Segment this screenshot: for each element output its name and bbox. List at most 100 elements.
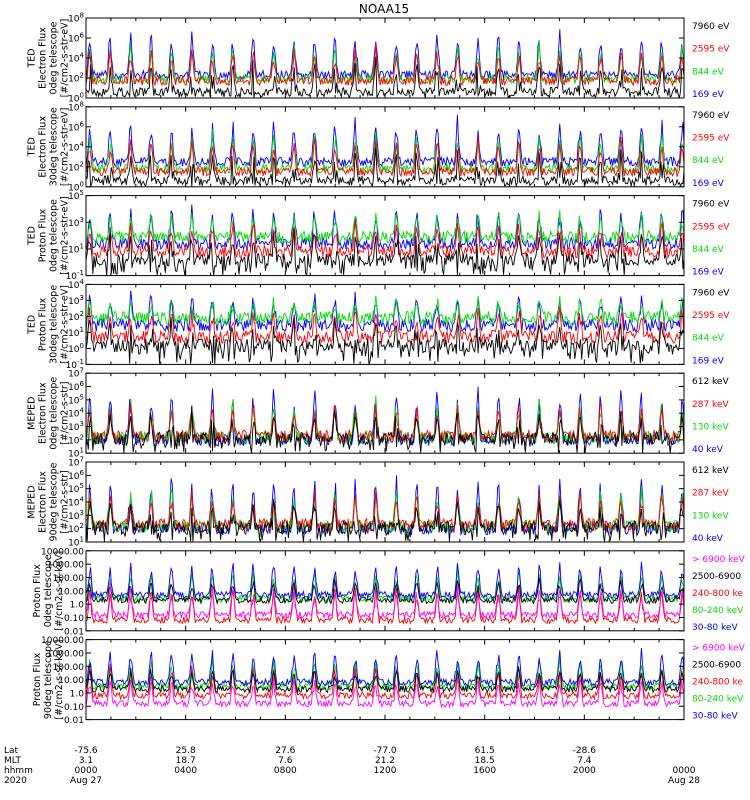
panel-8-ytick-label: 10.00 [58, 676, 84, 686]
plot-title: NOAA15 [359, 2, 409, 16]
panel-1-series-green [86, 40, 684, 85]
panel-2-ylabel-line: Electron Flux [38, 116, 49, 178]
panel-3-ylabel-line: [#/cm2-s-str-eV] [60, 196, 71, 275]
panel-6-legend-item: 612 keV [692, 466, 729, 476]
panel-7-ytick-label: 10.00 [58, 587, 84, 597]
panel-7-ylabel-line: 0deg telescope [43, 554, 54, 627]
xaxis-tick-label: 1200 [374, 766, 397, 776]
panel-7-ytick-label: 0.01 [64, 627, 84, 637]
panel-1-ylabel-line: 0deg telescope [49, 21, 60, 94]
panel-2-series-green [86, 128, 684, 176]
panel-7-series-green [86, 567, 684, 604]
panel-7-series-black [86, 577, 684, 605]
panel-8-series-black [86, 666, 684, 694]
panel-7-legend-item: 2500-6900 [692, 572, 741, 582]
panel-5-legend-item: 40 keV [692, 445, 724, 455]
xaxis-row-label: 2020 [4, 776, 27, 786]
panel-5-ylabel-line: 0deg telescope [49, 377, 60, 450]
xaxis-tick-label: 18.7 [176, 756, 196, 766]
panel-5-ylabel-line: Electron Flux [38, 382, 49, 444]
xaxis-tick-label: 1600 [473, 766, 496, 776]
panel-7-ytick-label: 1.0 [70, 601, 85, 611]
panel-3-ylabel-line: Proton Flux [38, 209, 49, 263]
xaxis-tick-label: 3.1 [79, 756, 93, 766]
panel-3-legend-item: 7960 eV [692, 200, 730, 210]
panel-4-ylabel: TEDProton Flux30deg telescope[#/cm2-s-st… [27, 285, 71, 364]
panel-4-ylabel-line: 30deg telescope [49, 285, 60, 364]
panel-7-ylabel-line: [#/cm2-s-sr-keV] [54, 551, 65, 631]
panel-1-ylabel-line: [#/cm2-s-str-eV] [60, 19, 71, 98]
panel-8-ytick-label: 1000.00 [47, 649, 84, 659]
panel-5-ylabel-line: [#/cm2-s-str] [60, 381, 71, 444]
panel-8-ytick-label: 1.0 [70, 689, 85, 699]
panel-1-ytick-label: 104 [68, 52, 84, 65]
panel-2-ylabel-line: [#/cm2-s-str-eV] [60, 107, 71, 186]
panel-1-ytick-label: 106 [68, 32, 84, 45]
panel-4-series-green [86, 295, 684, 326]
panel-1-ylabel: TEDElectron Flux0deg telescope[#/cm2-s-s… [27, 19, 71, 98]
panel-7-legend-item: 30-80 keV [692, 623, 738, 633]
panel-4-series-black [86, 314, 684, 365]
xaxis-tick-label: 0000 [75, 766, 98, 776]
panel-5-ylabel: MEPEDElectron Flux0deg telescope[#/cm2-s… [27, 377, 71, 450]
panel-8-series-blue [86, 647, 684, 688]
panel-6-legend-item: 130 keV [692, 511, 729, 521]
panel-6-ylabel-line: MEPED [27, 485, 38, 518]
xaxis-row-label: hhmm [4, 766, 33, 776]
panel-6-ylabel-line: 90deg telescope [49, 462, 60, 541]
xaxis-tick-label: -28.6 [573, 746, 597, 756]
panel-8-ytick-label: 0.10 [64, 703, 84, 713]
panel-1-ylabel-line: Electron Flux [38, 27, 49, 89]
panel-8-frame [85, 639, 685, 721]
panel-2-legend-item: 169 eV [692, 179, 725, 189]
panel-6-legend-item: 40 keV [692, 534, 724, 544]
panel-3-legend-item: 2595 eV [692, 222, 730, 232]
panel-8-ylabel-line: 90deg telescope [43, 640, 54, 719]
panel-7-ytick-label: 10000.00 [41, 547, 84, 557]
panel-3-ylabel: TEDProton Flux0deg telescope[#/cm2-s-str… [27, 196, 71, 275]
xaxis-tick-label: 21.2 [375, 756, 395, 766]
panel-1-legend-item: 844 eV [692, 67, 725, 77]
panel-3-series-blue [86, 204, 684, 252]
panel-4-legend-item: 169 eV [692, 356, 725, 366]
panel-8-ylabel: Proton Flux90deg telescope[#/cm2-s-sr-ke… [32, 640, 65, 720]
panel-2-series-red [86, 136, 684, 178]
panel-4-series-blue [86, 290, 684, 334]
panel-3-series-green [86, 209, 684, 245]
panel-1-frame [85, 17, 685, 99]
panel-3-series-black [86, 227, 684, 276]
panel-6-ylabel-line: Electron Flux [38, 471, 49, 533]
panel-3-ylabel-line: 0deg telescope [49, 199, 60, 272]
panel-3-legend-item: 169 eV [692, 268, 725, 278]
panel-8-ytick-label: 100.00 [53, 663, 85, 673]
panel-8-ylabel-line: [#/cm2-s-sr-keV] [54, 640, 65, 720]
panel-7-ytick-label: 0.10 [64, 614, 84, 624]
panel-8-legend-item: 240-800 ke [692, 678, 743, 688]
xaxis-row-label: Lat [4, 746, 19, 756]
panel-8-legend-item: 30-80 keV [692, 712, 738, 722]
panel-4-legend-item: 7960 eV [692, 288, 730, 298]
panel-2-ylabel-line: TED [27, 137, 38, 157]
xaxis-tick-label: Aug 27 [70, 776, 102, 786]
panel-5-legend-item: 287 keV [692, 400, 729, 410]
panel-8-legend-item: 2500-6900 [692, 661, 741, 671]
panel-2-legend-item: 2595 eV [692, 133, 730, 143]
panel-1-series-red [86, 43, 684, 88]
panel-8-legend-item: > 6900 keV [692, 644, 746, 654]
panel-5-ytick-label: 104 [68, 407, 84, 420]
panel-1-legend-item: 7960 eV [692, 22, 730, 32]
xaxis-tick-label: 0000 [673, 766, 696, 776]
panel-7-series-red [86, 584, 684, 626]
xaxis-tick-label: 7.6 [278, 756, 293, 766]
panel-8-ylabel-line: Proton Flux [32, 653, 43, 707]
panel-3-ylabel-line: TED [27, 226, 38, 246]
panel-1-series-blue [86, 29, 684, 81]
xaxis-tick-label: 25.8 [176, 746, 196, 756]
xaxis-tick-label: Aug 28 [668, 776, 700, 786]
panel-8-series-red [86, 663, 684, 701]
